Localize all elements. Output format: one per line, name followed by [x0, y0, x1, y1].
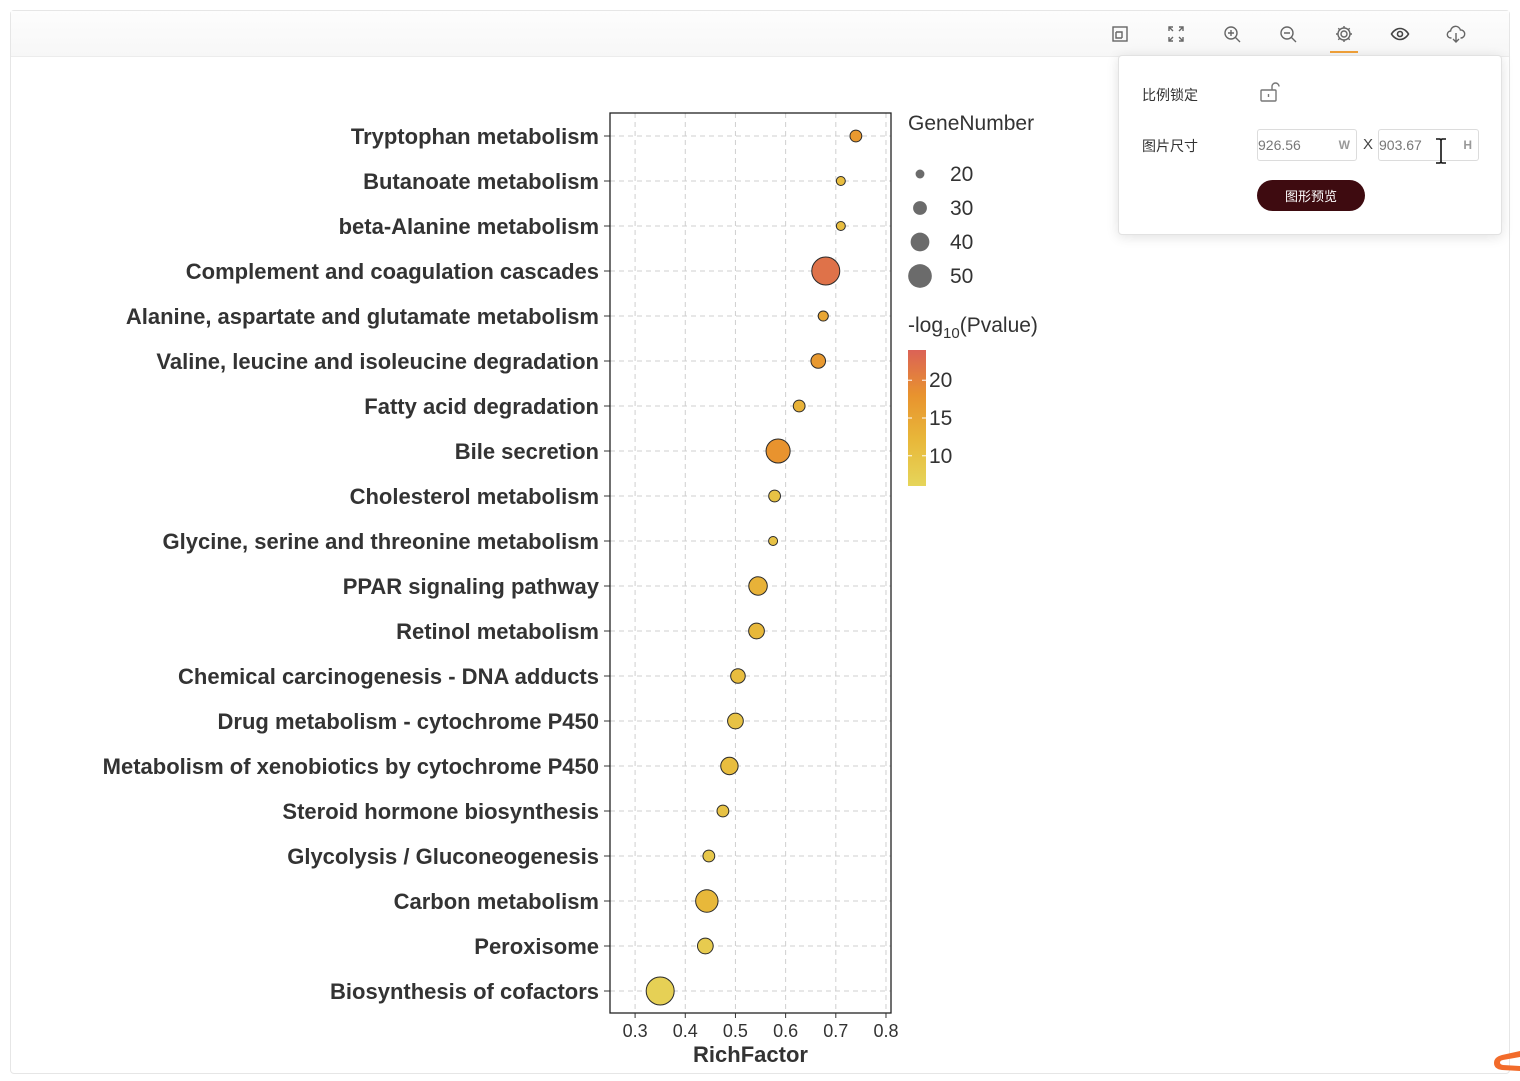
data-point — [835, 176, 846, 186]
size-legend-dot — [908, 264, 932, 288]
data-point — [645, 976, 675, 1006]
width-input[interactable] — [1258, 130, 1336, 160]
bubble-chart: Tryptophan metabolism Butanoate metabolis… — [103, 112, 1038, 1067]
data-point — [748, 622, 765, 640]
data-point — [811, 256, 841, 286]
brand-logo-icon — [1494, 1051, 1520, 1071]
text-cursor-icon — [1436, 138, 1446, 164]
category-label: Alanine, aspartate and glutamate metabol… — [126, 304, 599, 329]
category-label: Valine, leucine and isoleucine degradati… — [156, 349, 599, 374]
category-label: beta-Alanine metabolism — [339, 214, 599, 239]
category-label: Fatty acid degradation — [364, 394, 599, 419]
width-field[interactable]: W — [1257, 129, 1357, 161]
settings-popover: 比例锁定 图片尺寸 W X H 图形预览 — [1118, 55, 1502, 235]
color-legend-label: 10 — [929, 445, 952, 468]
data-point — [810, 353, 827, 369]
height-field[interactable]: H — [1378, 129, 1479, 161]
data-point — [696, 937, 714, 955]
category-label: Glycine, serine and threonine metabolism — [163, 529, 599, 554]
data-point — [768, 536, 779, 546]
height-input[interactable] — [1379, 130, 1458, 160]
fullscreen-icon[interactable] — [1165, 23, 1187, 45]
category-label: Butanoate metabolism — [363, 169, 599, 194]
data-point — [765, 438, 791, 464]
crop-frame-icon[interactable] — [1109, 23, 1131, 45]
preview-button[interactable]: 图形预览 — [1257, 180, 1365, 211]
zoom-out-icon[interactable] — [1277, 23, 1299, 45]
ratio-lock-label: 比例锁定 — [1142, 88, 1198, 104]
data-point — [695, 889, 719, 913]
width-unit: W — [1338, 138, 1350, 152]
data-point — [792, 399, 806, 413]
category-label: Peroxisome — [474, 934, 599, 959]
category-label: Chemical carcinogenesis - DNA adducts — [178, 664, 599, 689]
color-legend-title: -log10(Pvalue) — [908, 314, 1038, 342]
category-label: Retinol metabolism — [396, 619, 599, 644]
category-label: PPAR signaling pathway — [343, 574, 600, 599]
data-point — [702, 849, 716, 863]
color-legend-label: 15 — [929, 407, 952, 430]
size-legend-label: 20 — [950, 163, 973, 186]
x-tick-label: 0.8 — [873, 1021, 898, 1041]
times-separator: X — [1363, 136, 1374, 153]
category-label: Tryptophan metabolism — [351, 124, 599, 149]
unlock-icon[interactable] — [1257, 80, 1281, 104]
category-label: Biosynthesis of cofactors — [330, 979, 599, 1004]
data-point — [720, 756, 739, 776]
image-size-label: 图片尺寸 — [1142, 139, 1198, 155]
data-point — [716, 804, 730, 818]
size-legend-dot — [910, 232, 930, 252]
plot-area — [610, 113, 891, 1013]
x-tick-label: 0.3 — [623, 1021, 648, 1041]
size-legend-dot — [915, 169, 925, 179]
data-point — [835, 221, 846, 231]
category-label: Drug metabolism - cytochrome P450 — [218, 709, 599, 734]
data-point — [727, 712, 744, 730]
x-tick-label: 0.5 — [723, 1021, 748, 1041]
x-tick-label: 0.7 — [823, 1021, 848, 1041]
chart-toolbar — [11, 11, 1509, 57]
gear-icon[interactable] — [1330, 23, 1358, 53]
category-label: Glycolysis / Gluconeogenesis — [287, 844, 599, 869]
x-tick-label: 0.6 — [773, 1021, 798, 1041]
category-label: Complement and coagulation cascades — [186, 259, 599, 284]
color-legend-label: 20 — [929, 369, 952, 392]
data-point — [849, 129, 863, 143]
data-point — [730, 668, 746, 684]
x-tick-label: 0.4 — [673, 1021, 698, 1041]
category-label: Carbon metabolism — [394, 889, 599, 914]
data-point — [748, 576, 768, 596]
category-label: Steroid hormone biosynthesis — [282, 799, 599, 824]
size-legend-label: 50 — [950, 265, 973, 288]
height-unit: H — [1463, 138, 1472, 152]
color-legend-bar — [908, 350, 926, 486]
size-legend-label: 30 — [950, 197, 973, 220]
data-point — [768, 489, 781, 503]
data-point — [817, 310, 829, 322]
x-axis-label: RichFactor — [693, 1042, 808, 1067]
category-label: Cholesterol metabolism — [350, 484, 599, 509]
plot-border — [609, 112, 892, 1014]
size-legend-dot — [913, 201, 927, 215]
category-label: Bile secretion — [455, 439, 599, 464]
eye-icon[interactable] — [1389, 23, 1411, 45]
size-legend-title: GeneNumber — [908, 112, 1034, 135]
category-label: Metabolism of xenobiotics by cytochrome … — [103, 754, 599, 779]
size-legend-label: 40 — [950, 231, 973, 254]
zoom-in-icon[interactable] — [1221, 23, 1243, 45]
cloud-download-icon[interactable] — [1445, 23, 1467, 45]
